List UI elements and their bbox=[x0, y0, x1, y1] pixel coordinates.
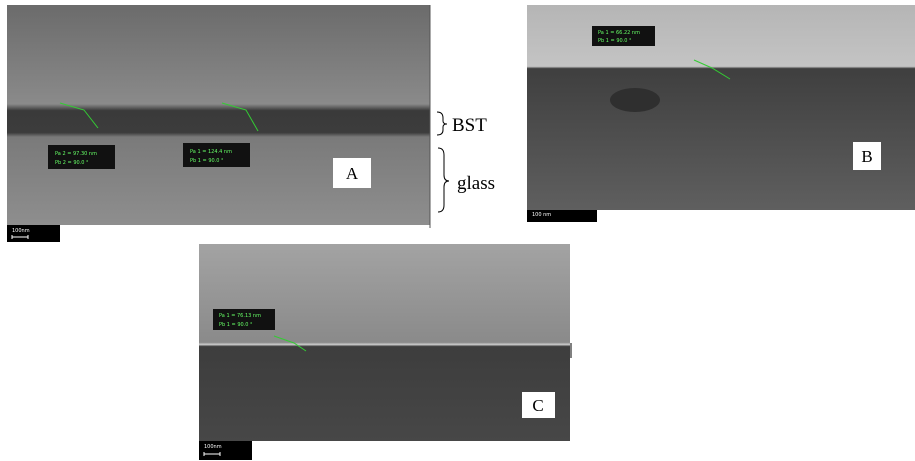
measure-box bbox=[213, 309, 275, 330]
measure-text: Pb 1 = 90.0 ° bbox=[190, 158, 224, 164]
brace bbox=[437, 147, 450, 213]
measure-text: Pa 2 = 97.30 nm bbox=[55, 151, 97, 157]
label-box bbox=[333, 158, 371, 188]
measure-box bbox=[183, 143, 250, 167]
panel-a: Pa 2 = 97.30 nm Pb 2 = 90.0 ° Pa 1 = 124… bbox=[7, 5, 495, 242]
measure-box bbox=[592, 26, 655, 46]
texture bbox=[610, 88, 660, 112]
scale-bar-text: 100nm bbox=[12, 228, 30, 234]
measure-box bbox=[48, 145, 115, 169]
scale-bar-text: 100nm bbox=[204, 444, 222, 450]
panel-label: C bbox=[532, 396, 543, 415]
measure-text: Pa 1 = 66.22 nm bbox=[598, 30, 640, 36]
measure-text: Pb 2 = 90.0 ° bbox=[55, 160, 89, 166]
sem-image bbox=[199, 244, 570, 441]
panel-label: A bbox=[346, 164, 359, 183]
measure-line bbox=[273, 335, 307, 352]
scale-bar-text: 100 nm bbox=[532, 212, 551, 218]
sem-image bbox=[527, 5, 915, 210]
label-box bbox=[853, 142, 881, 170]
scale-bar-line bbox=[203, 452, 221, 456]
annotation: BST bbox=[452, 115, 487, 136]
annotation: glass bbox=[457, 173, 495, 194]
label-box bbox=[522, 392, 555, 418]
measure-line bbox=[59, 102, 259, 132]
measure-text: Pa 1 = 76.13 nm bbox=[219, 313, 261, 319]
measure-text: Pa 1 = 124.4 nm bbox=[190, 149, 232, 155]
measure-text: Pb 1 = 90.0 ° bbox=[598, 38, 632, 44]
scale-bar bbox=[7, 225, 60, 242]
brace bbox=[436, 111, 448, 136]
panel-b: Pa 1 = 66.22 nm Pb 1 = 90.0 ° 100 nm B bbox=[527, 5, 915, 222]
scale-bar bbox=[527, 210, 597, 222]
scale-bar bbox=[199, 441, 252, 460]
sem-image bbox=[7, 5, 430, 225]
scale-bar-line bbox=[11, 235, 29, 239]
panel-label: B bbox=[861, 147, 872, 166]
panel-c: Pa 1 = 76.13 nm Pb 1 = 90.0 ° 100nm C bbox=[199, 244, 572, 460]
measure-text: Pb 1 = 90.0 ° bbox=[219, 322, 253, 328]
measure-line bbox=[693, 59, 731, 80]
